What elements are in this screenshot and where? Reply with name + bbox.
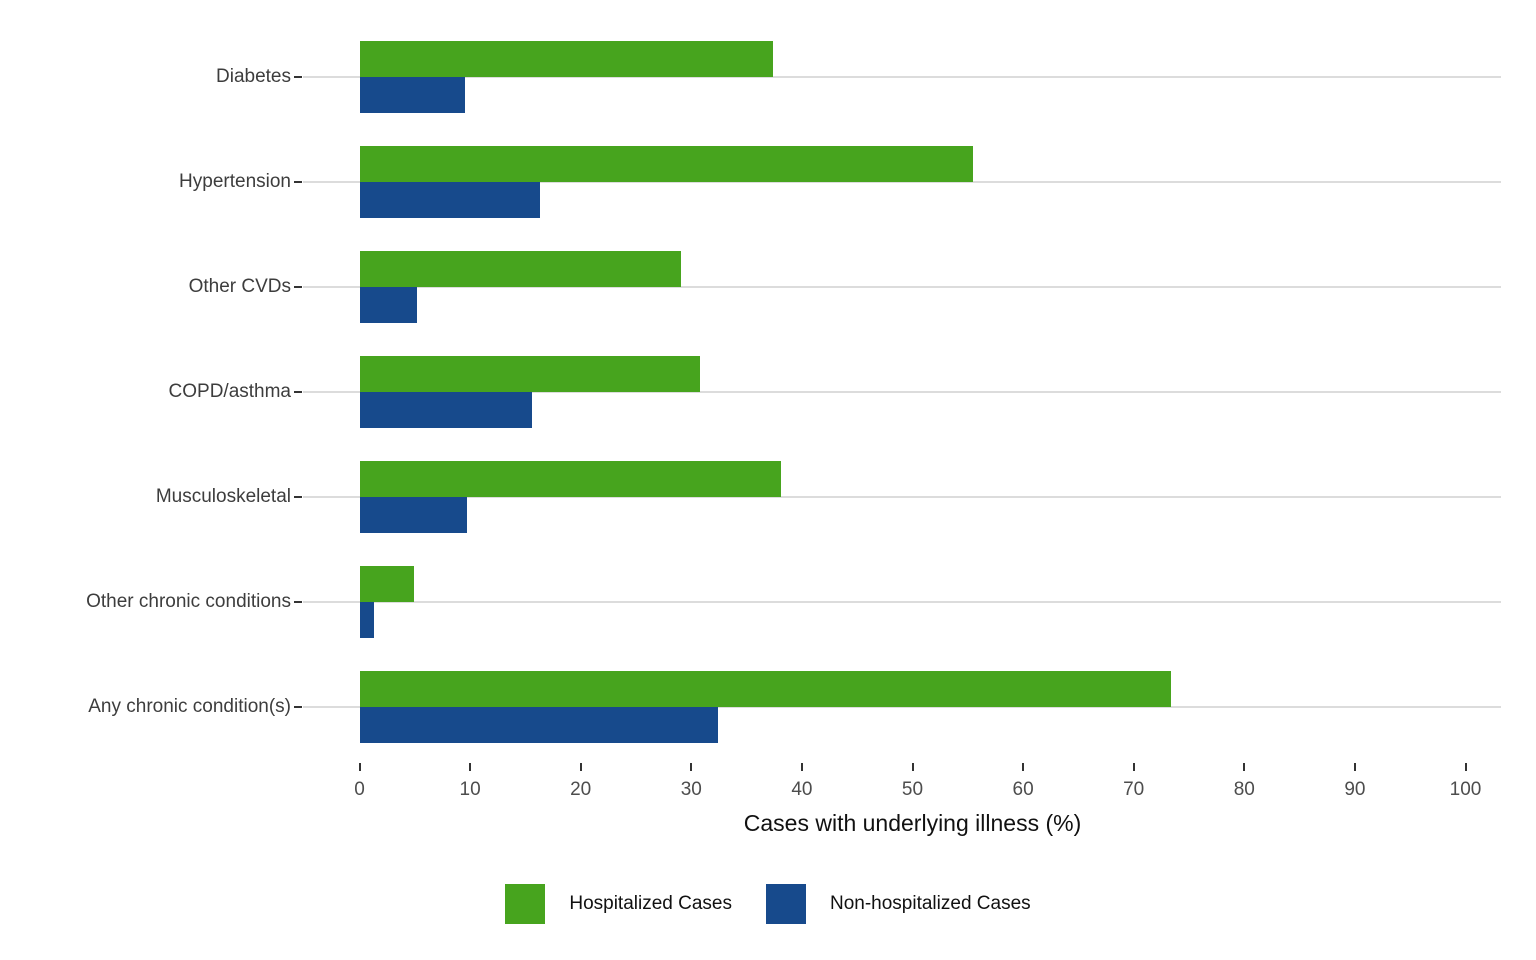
x-axis-tick-label: 40: [791, 779, 813, 800]
bar-non-hospitalized: [359, 392, 532, 428]
category-gridline: [303, 391, 1501, 393]
x-axis-tick: [358, 763, 361, 771]
y-axis-tick: [294, 76, 302, 78]
category-gridline: [303, 496, 1501, 498]
x-axis-tick-label: 80: [1233, 779, 1255, 800]
category-label: Musculoskeletal: [155, 486, 291, 507]
y-axis-tick: [294, 391, 302, 393]
x-axis-tick: [469, 763, 472, 771]
bar-non-hospitalized: [359, 602, 374, 638]
x-axis-tick: [911, 763, 914, 771]
y-axis-tick: [294, 286, 302, 288]
x-axis-tick-label: 70: [1123, 779, 1145, 800]
bar-non-hospitalized: [359, 707, 718, 743]
x-axis-tick: [1464, 763, 1467, 771]
x-axis-tick-label: 60: [1012, 779, 1034, 800]
bar-non-hospitalized: [359, 287, 417, 323]
y-axis-tick: [294, 601, 302, 603]
bar-non-hospitalized: [359, 77, 465, 113]
x-axis-tick-label: 90: [1344, 779, 1366, 800]
category-label: Any chronic condition(s): [88, 696, 291, 717]
bar-hospitalized: [359, 461, 781, 497]
x-axis-title: Cases with underlying illness (%): [743, 810, 1082, 836]
legend-item-non-hospitalized: Non-hospitalized Cases: [765, 884, 1031, 924]
y-axis-tick: [294, 706, 302, 708]
x-axis-tick: [1243, 763, 1246, 771]
legend: Hospitalized Cases Non-hospitalized Cases: [0, 884, 1536, 924]
x-axis-tick: [1353, 763, 1356, 771]
x-axis-tick: [800, 763, 803, 771]
bar-hospitalized: [359, 251, 682, 287]
x-axis-tick-label: 20: [570, 779, 592, 800]
x-axis-tick: [1022, 763, 1025, 771]
category-label: Other chronic conditions: [86, 591, 291, 612]
bar-hospitalized: [359, 356, 701, 392]
legend-item-hospitalized: Hospitalized Cases: [505, 884, 732, 924]
category-gridline: [303, 76, 1501, 78]
x-axis-tick-label: 50: [901, 779, 924, 800]
bar-non-hospitalized: [359, 182, 540, 218]
bar-hospitalized: [359, 146, 974, 182]
category-gridline: [303, 706, 1501, 708]
x-axis-tick: [579, 763, 582, 771]
legend-swatch-non-hospitalized: [765, 884, 806, 924]
x-axis-tick-label: 30: [680, 779, 702, 800]
x-axis-tick-label: 100: [1449, 779, 1482, 800]
y-axis-tick: [294, 496, 302, 498]
legend-swatch-hospitalized: [505, 884, 546, 924]
x-axis-tick: [1132, 763, 1135, 771]
category-gridline: [303, 286, 1501, 288]
bar-hospitalized: [359, 41, 774, 77]
x-axis-tick-label: 10: [459, 779, 481, 800]
category-label: Diabetes: [216, 66, 291, 87]
x-axis-tick-label: 0: [354, 779, 365, 800]
legend-label: Hospitalized Cases: [569, 893, 732, 914]
category-label: Other CVDs: [188, 276, 291, 297]
category-label: COPD/asthma: [168, 381, 291, 402]
category-gridline: [303, 181, 1501, 183]
y-axis-tick: [294, 181, 302, 183]
legend-label: Non-hospitalized Cases: [829, 893, 1031, 914]
bar-hospitalized: [359, 566, 414, 602]
category-label: Hypertension: [179, 171, 291, 192]
bar-hospitalized: [359, 671, 1172, 707]
bar-non-hospitalized: [359, 497, 467, 533]
category-gridline: [303, 601, 1501, 603]
x-axis-tick: [690, 763, 693, 771]
